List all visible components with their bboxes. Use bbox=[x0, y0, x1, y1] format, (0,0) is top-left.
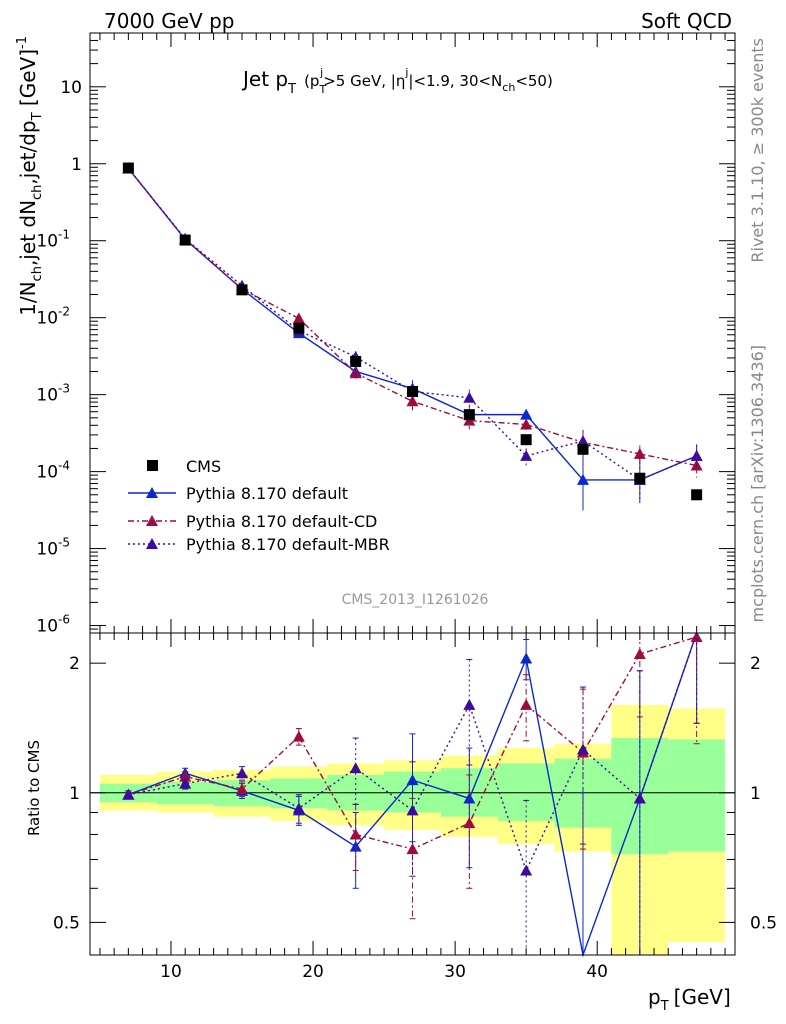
ratio-y-tick-label: 1 bbox=[750, 784, 761, 804]
energy-label: 7000 GeV pp bbox=[104, 9, 235, 33]
y-tick-label: 10-2 bbox=[36, 305, 70, 329]
y-tick-label: 10-6 bbox=[36, 613, 70, 637]
series-point bbox=[463, 391, 476, 403]
series-line bbox=[127, 167, 697, 481]
ratio-series-point bbox=[520, 698, 533, 710]
series-point bbox=[520, 449, 533, 461]
cms-point bbox=[293, 322, 305, 334]
x-tick-label: 10 bbox=[160, 962, 182, 982]
x-tick-label: 30 bbox=[444, 962, 466, 982]
ratio-series-point bbox=[633, 792, 646, 804]
ratio-y-tick-label: 0.5 bbox=[750, 913, 777, 933]
ratio-series-point bbox=[406, 804, 419, 816]
cms-point bbox=[236, 284, 248, 296]
ratio-series-point bbox=[576, 743, 589, 755]
main-data-layer bbox=[122, 162, 703, 511]
ratio-y-tick-label: 1 bbox=[69, 784, 80, 804]
series-line bbox=[127, 167, 697, 467]
legend-cms-marker bbox=[147, 460, 158, 471]
y-tick-label: 10-3 bbox=[36, 382, 70, 406]
ratio-panel: 10 20 30 40 0.5 0.5 1 1 2 2 bbox=[53, 631, 777, 982]
cms-point bbox=[463, 409, 475, 421]
legend-cms-label: CMS bbox=[186, 457, 221, 476]
ratio-series-point bbox=[236, 783, 249, 795]
ratio-series-point bbox=[179, 770, 192, 782]
legend-cd-marker bbox=[146, 515, 158, 526]
ratio-y-tick-label: 2 bbox=[750, 654, 761, 674]
ratio-series-point bbox=[349, 840, 362, 852]
ratio-series-point bbox=[349, 762, 362, 774]
analysis-watermark: CMS_2013_I1261026 bbox=[342, 592, 489, 608]
y-tick-label: 1 bbox=[71, 155, 82, 175]
legend-default-label: Pythia 8.170 default bbox=[186, 484, 348, 503]
y-tick-label: 10-4 bbox=[36, 459, 70, 483]
cms-point bbox=[407, 385, 418, 397]
ratio-series-point bbox=[122, 788, 135, 800]
cms-point bbox=[122, 162, 134, 174]
legend-cd-label: Pythia 8.170 default-CD bbox=[186, 512, 377, 531]
ratio-series-point bbox=[463, 817, 476, 829]
ratio-y-tick-label: 2 bbox=[69, 654, 80, 674]
ratio-frame bbox=[89, 632, 736, 956]
rivet-version-label: Rivet 3.1.10, ≥ 300k events bbox=[748, 38, 767, 263]
series-point bbox=[633, 447, 646, 459]
cms-point bbox=[350, 355, 362, 367]
ratio-inner-band bbox=[668, 739, 726, 852]
ratio-series-point bbox=[179, 777, 192, 789]
ratio-y-axis-label: Ratio to CMS bbox=[25, 740, 43, 836]
ratio-series-point bbox=[690, 631, 703, 643]
ratio-series-point bbox=[292, 730, 305, 742]
category-label: Soft QCD bbox=[641, 9, 732, 33]
y-tick-label: 10-5 bbox=[36, 536, 70, 560]
ratio-series-point bbox=[292, 802, 305, 814]
ratio-series-point bbox=[349, 828, 362, 840]
ratio-series-point bbox=[520, 652, 533, 664]
ratio-data-layer bbox=[122, 631, 703, 958]
cms-point bbox=[634, 472, 646, 484]
legend-mbr-label: Pythia 8.170 default-MBR bbox=[186, 535, 390, 554]
y-tick-label: 10-1 bbox=[36, 228, 70, 252]
source-label: mcplots.cern.ch [arXiv:1306.3436] bbox=[748, 345, 767, 622]
ratio-y-tick-label: 0.5 bbox=[53, 913, 80, 933]
ratio-series-point bbox=[520, 864, 533, 876]
ratio-series-point bbox=[633, 648, 646, 660]
x-tick-label: 40 bbox=[586, 962, 608, 982]
ratio-series-point bbox=[406, 774, 419, 786]
ratio-series-point bbox=[463, 698, 476, 710]
plot-title: Jet pT (pTj>5 GeV, |ηj|<1.9, 30<Nch<50) bbox=[241, 66, 553, 97]
series-line bbox=[127, 167, 697, 481]
ratio-series-point bbox=[236, 767, 249, 779]
cms-point bbox=[520, 434, 532, 446]
cms-point bbox=[691, 489, 703, 501]
series-point bbox=[406, 395, 419, 407]
legend: CMS Pythia 8.170 default Pythia 8.170 de… bbox=[128, 457, 390, 554]
ratio-series-line bbox=[128, 632, 698, 873]
y-tick-label: 10 bbox=[60, 78, 82, 98]
x-tick-label: 20 bbox=[302, 962, 324, 982]
legend-default-marker bbox=[146, 487, 158, 498]
x-axis-label: pT [GeV] bbox=[648, 985, 731, 1014]
cms-point bbox=[577, 443, 589, 455]
legend-mbr-marker bbox=[146, 538, 158, 549]
cms-point bbox=[179, 234, 191, 246]
main-y-axis-label: 1/Nch,jet dNch,jet/dpT [GeV]-1 bbox=[15, 36, 45, 316]
